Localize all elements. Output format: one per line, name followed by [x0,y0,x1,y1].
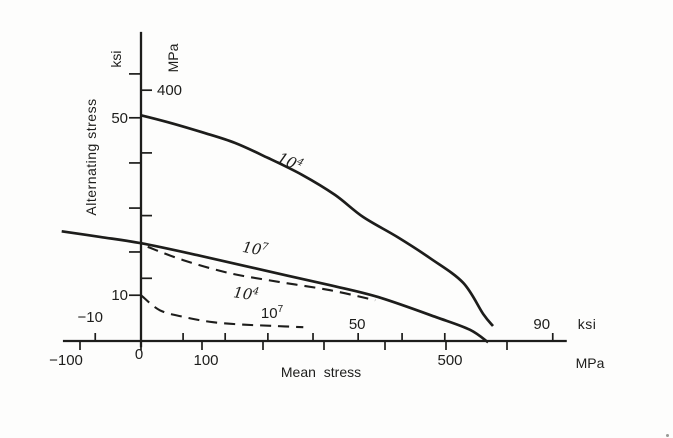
curve-solid-1e7 [61,229,489,344]
y-axis-unit-mpa: MPa [165,43,181,73]
x-axis-unit-ksi: ksi [577,316,597,332]
curve-label-dashed-1e7: 107 [260,304,284,322]
scan-artifact-dot [666,434,669,437]
curve-label-base: 10 [232,283,254,304]
curve-label-exp: 7 [277,304,284,315]
curve-dashed-1e4 [147,245,376,302]
x-mpa-tick-label: −100 [49,352,83,369]
curve-solid-1e4 [140,113,495,327]
x-ksi-tick-label: −10 [78,309,103,326]
y-mpa-tick-label: 400 [157,82,182,99]
y-axis-unit-ksi: ksi [108,50,124,68]
curve-label-base: 10 [240,237,263,259]
curve-label-dashed-1e4: 104 [232,283,260,304]
x-mpa-tick-label: 0 [135,346,143,363]
x-mpa-tick-label: 100 [193,352,218,369]
x-axis-title: Mean stress [280,364,362,380]
x-axis-unit-mpa: MPa [575,355,605,371]
x-mpa-tick-label: 500 [437,352,462,369]
curve-dashed-1e7 [140,294,304,329]
y-ksi-tick-label: 10 [111,287,128,304]
y-axis-title: Alternating stress [83,98,99,216]
x-ksi-tick-label: 90 [533,316,550,333]
curve-label-solid-1e7: 107 [240,237,269,259]
x-ksi-tick-label: 50 [349,316,366,333]
y-ksi-tick-label: 50 [111,110,128,127]
curve-label-base: 10 [260,305,278,322]
